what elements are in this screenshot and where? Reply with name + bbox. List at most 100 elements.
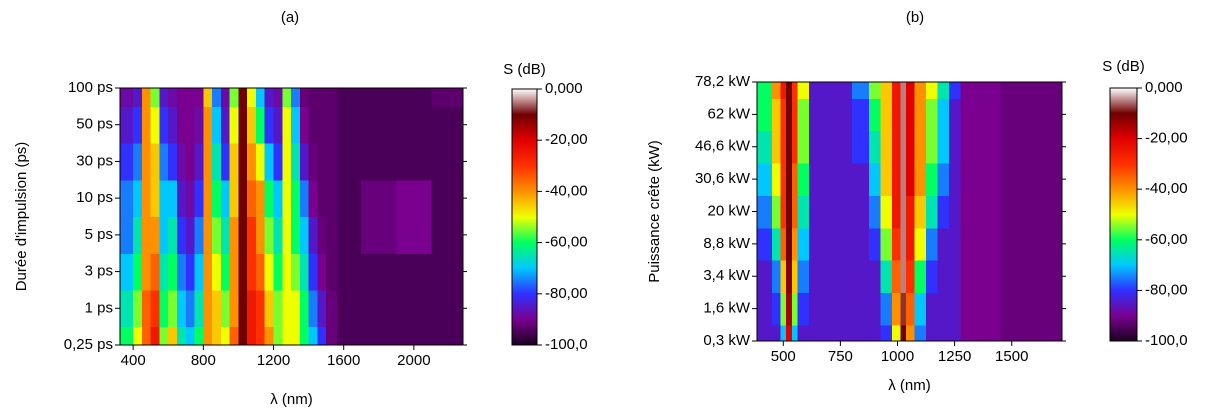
heatmap-cell xyxy=(828,130,853,164)
heatmap-cell xyxy=(133,179,143,218)
heatmap-cell xyxy=(851,324,870,342)
heatmap-cell xyxy=(948,227,961,261)
colorbar-tick-label: 0,000 xyxy=(1145,79,1183,96)
heatmap-cell xyxy=(238,143,248,181)
heatmap-cell xyxy=(168,143,178,181)
heatmap-cell xyxy=(791,260,799,294)
panel-title: (a) xyxy=(281,9,299,26)
heatmap-cell xyxy=(780,195,787,229)
heatmap-cell xyxy=(808,162,830,196)
heatmap-cell xyxy=(851,195,870,229)
x-tick-label: 800 xyxy=(191,352,216,369)
y-tick-label: 0,3 kW xyxy=(703,332,751,349)
heatmap-cell xyxy=(808,98,830,132)
heatmap-cell xyxy=(247,253,257,291)
heatmap-cell xyxy=(141,216,152,254)
heatmap-cell xyxy=(880,130,893,164)
heatmap-cell xyxy=(361,253,397,291)
heatmap-cell xyxy=(120,179,134,218)
heatmap-cell xyxy=(906,162,916,196)
heatmap-cell xyxy=(757,162,773,196)
heatmap-cell xyxy=(247,88,257,107)
heatmap-cell xyxy=(396,88,433,107)
heatmap-cell xyxy=(238,179,248,218)
heatmap-cell xyxy=(291,253,301,291)
heatmap-cell xyxy=(273,253,283,291)
heatmap-cell xyxy=(880,292,893,326)
heatmap-cell xyxy=(177,143,187,181)
heatmap-cell xyxy=(141,88,152,107)
heatmap-cell xyxy=(308,289,318,328)
heatmap-cell xyxy=(337,106,362,144)
heatmap-cell xyxy=(159,88,169,107)
heatmap-cell xyxy=(168,326,178,346)
heatmap-cell xyxy=(868,130,881,164)
heatmap-cell xyxy=(203,289,213,328)
heatmap-cell xyxy=(1000,260,1030,294)
heatmap-cell xyxy=(1000,227,1030,261)
heatmap-cell xyxy=(273,88,283,107)
heatmap-cell xyxy=(247,326,257,346)
heatmap-cell xyxy=(851,162,870,196)
heatmap-cell xyxy=(900,82,907,99)
heatmap-cell xyxy=(828,324,853,342)
heatmap-cell xyxy=(203,88,213,107)
colorbar-title: S (dB) xyxy=(503,61,546,78)
heatmap-cell xyxy=(168,179,178,218)
heatmap-cell xyxy=(150,179,161,218)
heatmap-cell xyxy=(212,106,222,144)
heatmap-cell xyxy=(880,98,893,132)
heatmap-cell xyxy=(791,227,799,261)
heatmap-cell xyxy=(308,326,318,346)
x-tick-label: 400 xyxy=(121,352,146,369)
heatmap-cell xyxy=(791,324,799,342)
heatmap-cell xyxy=(797,98,810,132)
heatmap-cell xyxy=(1028,227,1063,261)
heatmap-cells xyxy=(120,88,464,346)
heatmap-cell xyxy=(791,162,799,196)
heatmap-cell xyxy=(203,179,213,218)
y-tick-label: 3,4 kW xyxy=(703,267,751,284)
y-tick-label: 8,8 kW xyxy=(703,235,751,252)
heatmap-cell xyxy=(431,106,464,144)
heatmap-cell xyxy=(868,82,881,99)
heatmap-cell xyxy=(220,326,231,346)
heatmap-cell xyxy=(880,162,893,196)
colorbar xyxy=(511,88,538,346)
heatmap-cell xyxy=(255,253,266,291)
heatmap-cell xyxy=(299,88,310,107)
heatmap-cell xyxy=(926,292,939,326)
heatmap-cell xyxy=(185,289,196,328)
heatmap-cell xyxy=(194,289,204,328)
heatmap-cell xyxy=(264,88,275,107)
heatmap-cell xyxy=(828,227,853,261)
heatmap-cell xyxy=(229,253,240,291)
colorbar-tick-label: -20,00 xyxy=(1145,130,1188,147)
heatmap-cell xyxy=(273,106,283,144)
heatmap-cell xyxy=(255,143,266,181)
heatmap-cell xyxy=(264,179,275,218)
heatmap-cell xyxy=(299,253,310,291)
heatmap-cell xyxy=(914,292,927,326)
heatmap-cell xyxy=(960,162,979,196)
heatmap-cell xyxy=(177,253,187,291)
heatmap-cell xyxy=(120,216,134,254)
heatmap-cell xyxy=(133,326,143,346)
x-tick-label: 1000 xyxy=(881,348,914,365)
heatmap-cell xyxy=(948,162,961,196)
heatmap-cell xyxy=(326,216,338,254)
heatmap-cell xyxy=(891,195,901,229)
heatmap-cell xyxy=(431,253,464,291)
heatmap-cell xyxy=(337,289,362,328)
heatmap-cell xyxy=(926,195,939,229)
heatmap-cell xyxy=(150,106,161,144)
heatmap-cell xyxy=(177,179,187,218)
heatmap-cell xyxy=(797,195,810,229)
heatmap-cell xyxy=(120,143,134,181)
heatmap-cell xyxy=(133,253,143,291)
heatmap-cell xyxy=(255,106,266,144)
heatmap-cell xyxy=(757,292,773,326)
heatmap-cell xyxy=(282,216,292,254)
heatmap-cell xyxy=(771,162,782,196)
heatmap-cell xyxy=(291,179,301,218)
